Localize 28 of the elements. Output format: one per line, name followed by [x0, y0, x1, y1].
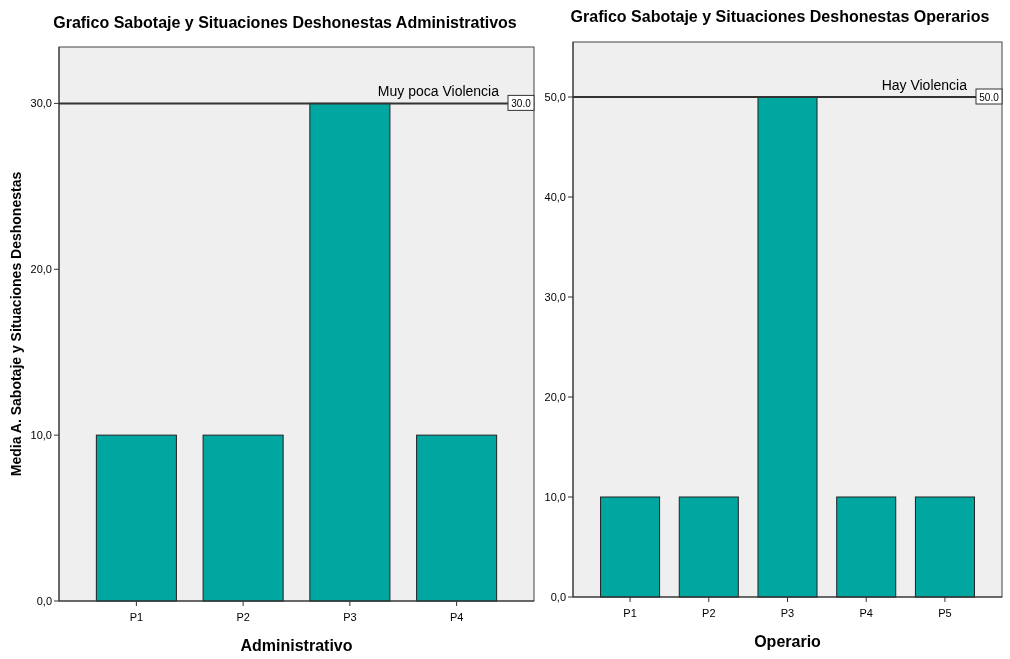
y-tick-label: 30,0	[544, 291, 566, 303]
x-tick-label: P2	[702, 607, 716, 619]
x-tick-label: P3	[780, 607, 795, 619]
x-tick-label: P1	[129, 611, 144, 623]
x-axis-title: Administrativo	[240, 637, 353, 654]
y-tick-label: 20,0	[30, 263, 52, 276]
y-tick-label: 0,0	[550, 591, 566, 603]
ref-line-label: Muy poca Violencia	[377, 83, 500, 100]
x-tick-label: P2	[236, 611, 250, 623]
annotation: 30.0	[511, 98, 532, 110]
x-tick-label: P4	[859, 607, 873, 619]
annotation: 50.0	[979, 92, 1000, 103]
x-axis-title: Operario	[754, 633, 822, 650]
ref-line-label: Hay Violencia	[881, 77, 968, 93]
y-tick-label: 0,0	[36, 595, 52, 607]
y-tick-label: 10,0	[30, 429, 52, 442]
x-tick-label: P1	[623, 607, 637, 619]
y-tick-label: 30,0	[30, 97, 52, 110]
chart-title: Grafico Sabotaje y Situaciones Deshonestas Administrativos	[53, 14, 517, 31]
y-tick-label: 10,0	[544, 491, 566, 503]
chart-title: Grafico Sabotaje y Situaciones Deshonestas Operarios	[570, 8, 990, 25]
x-tick-label: P5	[938, 607, 952, 619]
y-axis-title: Media A. Sabotaje y Situaciones Deshonestas	[8, 171, 24, 477]
y-tick-label: 50,0	[544, 91, 566, 103]
x-tick-label: P3	[343, 611, 357, 623]
y-tick-label: 40,0	[544, 191, 566, 203]
y-tick-label: 20,0	[544, 391, 566, 403]
x-tick-label: P4	[449, 611, 464, 623]
